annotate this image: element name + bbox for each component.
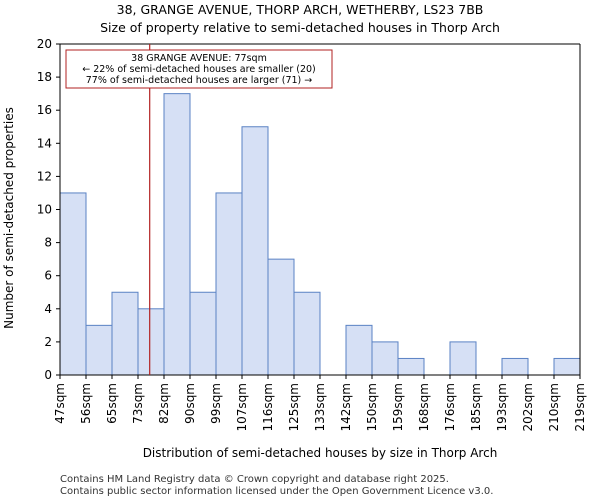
y-tick-label: 4 [44, 302, 52, 316]
bar-125sqm [293, 291, 321, 376]
bar-82sqm [163, 93, 191, 376]
bar-56sqm [85, 324, 113, 376]
x-tick-label: 125sqm [287, 383, 301, 431]
chart-title: 38, GRANGE AVENUE, THORP ARCH, WETHERBY,… [117, 2, 484, 17]
bar-210sqm [553, 357, 581, 376]
bars-group [59, 93, 581, 376]
x-tick-label: 133sqm [313, 383, 327, 431]
bar-142sqm [345, 324, 373, 376]
x-tick-label: 176sqm [443, 383, 457, 431]
y-tick-label: 18 [37, 70, 52, 84]
y-tick-label: 12 [37, 169, 52, 183]
y-tick-label: 20 [37, 37, 52, 51]
footer-line-2: Contains public sector information licen… [60, 486, 493, 497]
x-tick-label: 142sqm [339, 383, 353, 431]
x-tick-label: 65sqm [105, 383, 119, 424]
x-tick-label: 107sqm [235, 383, 249, 431]
annotation-box [65, 49, 333, 89]
x-tick-label: 116sqm [261, 383, 275, 431]
annotation-line-1: 38 GRANGE AVENUE: 77sqm [131, 53, 267, 64]
chart-subtitle: Size of property relative to semi-detach… [100, 20, 500, 35]
bar-107sqm [241, 126, 269, 376]
x-tick-label: 150sqm [365, 383, 379, 431]
y-axis-ticks: 0 2 4 6 8 10 12 14 16 18 20 [37, 37, 60, 382]
bar-150sqm [371, 341, 399, 376]
bar-193sqm [501, 357, 529, 376]
y-tick-label: 6 [44, 269, 52, 283]
x-tick-label: 90sqm [183, 383, 197, 424]
x-tick-label: 73sqm [131, 383, 145, 424]
x-tick-label: 56sqm [79, 383, 93, 424]
y-tick-label: 8 [44, 236, 52, 250]
x-tick-label: 47sqm [53, 383, 67, 424]
annotation-line-3: 77% of semi-detached houses are larger (… [86, 75, 313, 86]
x-axis-ticks: 47sqm 56sqm 65sqm 73sqm 82sqm 90sqm 99sqm 107sq… [53, 375, 587, 431]
x-axis-label: Distribution of semi-detached houses by … [143, 446, 498, 460]
x-tick-label: 159sqm [391, 383, 405, 431]
x-tick-label: 168sqm [417, 383, 431, 431]
bar-99sqm [215, 192, 243, 376]
bar-176sqm [449, 341, 477, 376]
bar-159sqm [397, 357, 425, 376]
y-tick-label: 2 [44, 335, 52, 349]
y-axis-label: Number of semi-detached properties [2, 107, 16, 329]
y-tick-label: 0 [44, 368, 52, 382]
y-tick-label: 16 [37, 103, 52, 117]
x-tick-label: 202sqm [521, 383, 535, 431]
x-tick-label: 82sqm [157, 383, 171, 424]
bar-65sqm [111, 291, 139, 376]
x-tick-label: 193sqm [495, 383, 509, 431]
annotation-line-2: ← 22% of semi-detached houses are smalle… [82, 64, 316, 75]
x-tick-label: 210sqm [547, 383, 561, 431]
x-tick-label: 219sqm [573, 383, 587, 431]
footer-line-1: Contains HM Land Registry data © Crown c… [60, 474, 449, 485]
bar-47sqm [59, 192, 87, 376]
bar-90sqm [189, 291, 217, 376]
y-tick-label: 10 [37, 203, 52, 217]
bar-116sqm [267, 258, 295, 376]
x-tick-label: 185sqm [469, 383, 483, 431]
x-tick-label: 99sqm [209, 383, 223, 424]
bar-73sqm [137, 308, 165, 376]
y-tick-label: 14 [37, 136, 52, 150]
